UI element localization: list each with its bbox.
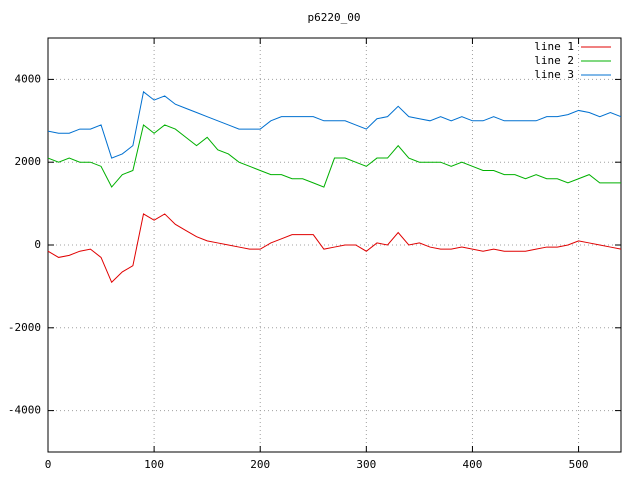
data-line bbox=[47, 90, 622, 159]
y-tick-label: -4000 bbox=[8, 404, 41, 417]
x-tick-label: 500 bbox=[569, 458, 589, 471]
y-tick-label: 4000 bbox=[15, 72, 42, 85]
y-tick-label: 0 bbox=[34, 238, 41, 251]
y-tick-label: -2000 bbox=[8, 321, 41, 334]
y-tick-label: 2000 bbox=[15, 155, 42, 168]
legend-label: line 2 bbox=[534, 54, 574, 67]
x-tick-label: 100 bbox=[144, 458, 164, 471]
data-line bbox=[47, 213, 622, 284]
legend-label: line 1 bbox=[534, 40, 574, 53]
data-line bbox=[47, 124, 621, 188]
legend-label: line 3 bbox=[534, 68, 574, 81]
chart-title: p6220_00 bbox=[308, 11, 361, 24]
x-tick-label: 400 bbox=[463, 458, 483, 471]
plot-border bbox=[47, 37, 622, 453]
x-tick-label: 300 bbox=[356, 458, 376, 471]
x-tick-label: 200 bbox=[250, 458, 270, 471]
x-tick-label: 0 bbox=[45, 458, 52, 471]
